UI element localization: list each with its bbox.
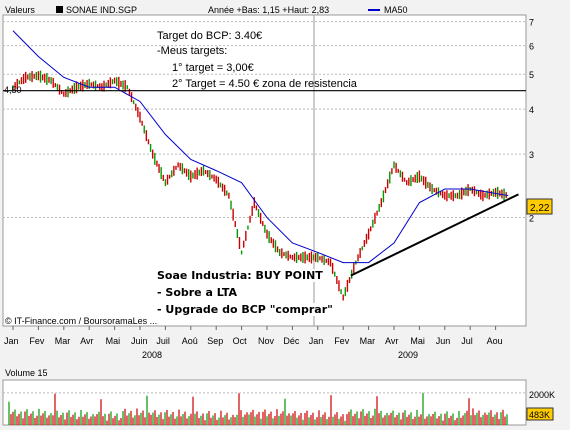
source-credit: © IT-Finance.com / BoursoramaLes ... — [5, 316, 157, 326]
x-tick-label: Juin — [131, 336, 148, 346]
header-ma50: MA50 — [384, 5, 408, 15]
volume-tick-2000k: 2000K — [529, 390, 555, 400]
header-valeurs: Valeurs — [5, 5, 35, 15]
security-legend-swatch — [56, 6, 63, 13]
annotation-target-2: 2° Target = 4.50 € zona de resistencia — [172, 78, 357, 90]
price-series — [12, 70, 507, 301]
annotation-target-bcp: Target do BCP: 3.40€ — [157, 30, 263, 42]
year-label: 2009 — [398, 350, 418, 360]
x-tick-label: Juil — [156, 336, 170, 346]
y-tick-label: 2 — [529, 214, 534, 224]
x-tick-label: Mai — [106, 336, 121, 346]
annotation-lines — [3, 90, 526, 277]
header-stats: Année +Bas: 1,15 +Haut: 2,83 — [208, 5, 329, 15]
ma50-line — [12, 30, 509, 264]
support-trendline — [350, 193, 519, 277]
last-price-badge — [526, 198, 553, 215]
y-axis: 2 3 4 5 6 7 — [529, 18, 534, 224]
y-tick-label: 4 — [529, 105, 534, 115]
y-tick-label: 6 — [529, 42, 534, 52]
y-tick-label: 7 — [529, 18, 534, 28]
x-axis: Jan Fev Mar Avr Mai Juin Juil Aoû Sep Oct Nov Déc Ja… — [4, 326, 503, 360]
x-tick-label: Aou — [487, 336, 503, 346]
volume-last-badge — [526, 407, 554, 421]
y-tick-label: 3 — [529, 150, 534, 160]
ma50-series — [12, 30, 509, 264]
annotation-upgrade-bcp: - Upgrade do BCP "comprar" — [157, 303, 333, 316]
x-tick-label: Mai — [410, 336, 425, 346]
x-tick-label: Fev — [334, 336, 350, 346]
x-tick-label: Jan — [309, 336, 324, 346]
y-tick-label: 5 — [529, 70, 534, 80]
annotation-buy-point: Soae Industria: BUY POINT — [157, 269, 323, 282]
x-tick-label: Jul — [461, 336, 473, 346]
x-tick-label: Oct — [233, 336, 248, 346]
last-price-value: 2,22 — [530, 203, 550, 214]
year-label: 2008 — [142, 350, 162, 360]
annotation-sobre-lta: - Sobre a LTA — [157, 286, 238, 299]
x-tick-label: Mar — [55, 336, 71, 346]
volume-title: Volume 15 — [5, 368, 48, 378]
annotation-target-1: 1° target = 3,00€ — [172, 62, 254, 74]
x-tick-label: Avr — [80, 336, 93, 346]
resistance-label: 4,50 — [4, 85, 22, 95]
x-tick-label: Déc — [283, 336, 300, 346]
volume-bars — [3, 392, 526, 425]
annotation-meus-targets: -Meus targets: — [157, 45, 228, 57]
x-tick-label: Nov — [258, 336, 275, 346]
x-tick-label: Aoû — [182, 336, 198, 346]
volume-last-value: 483K — [529, 410, 550, 420]
x-tick-label: Sep — [207, 336, 223, 346]
x-tick-label: Avr — [385, 336, 398, 346]
x-tick-label: Jan — [4, 336, 19, 346]
header-security: SONAE IND.SGP — [66, 5, 137, 15]
x-tick-label: Mar — [360, 336, 376, 346]
x-tick-label: Jun — [436, 336, 451, 346]
x-tick-label: Fev — [29, 336, 45, 346]
